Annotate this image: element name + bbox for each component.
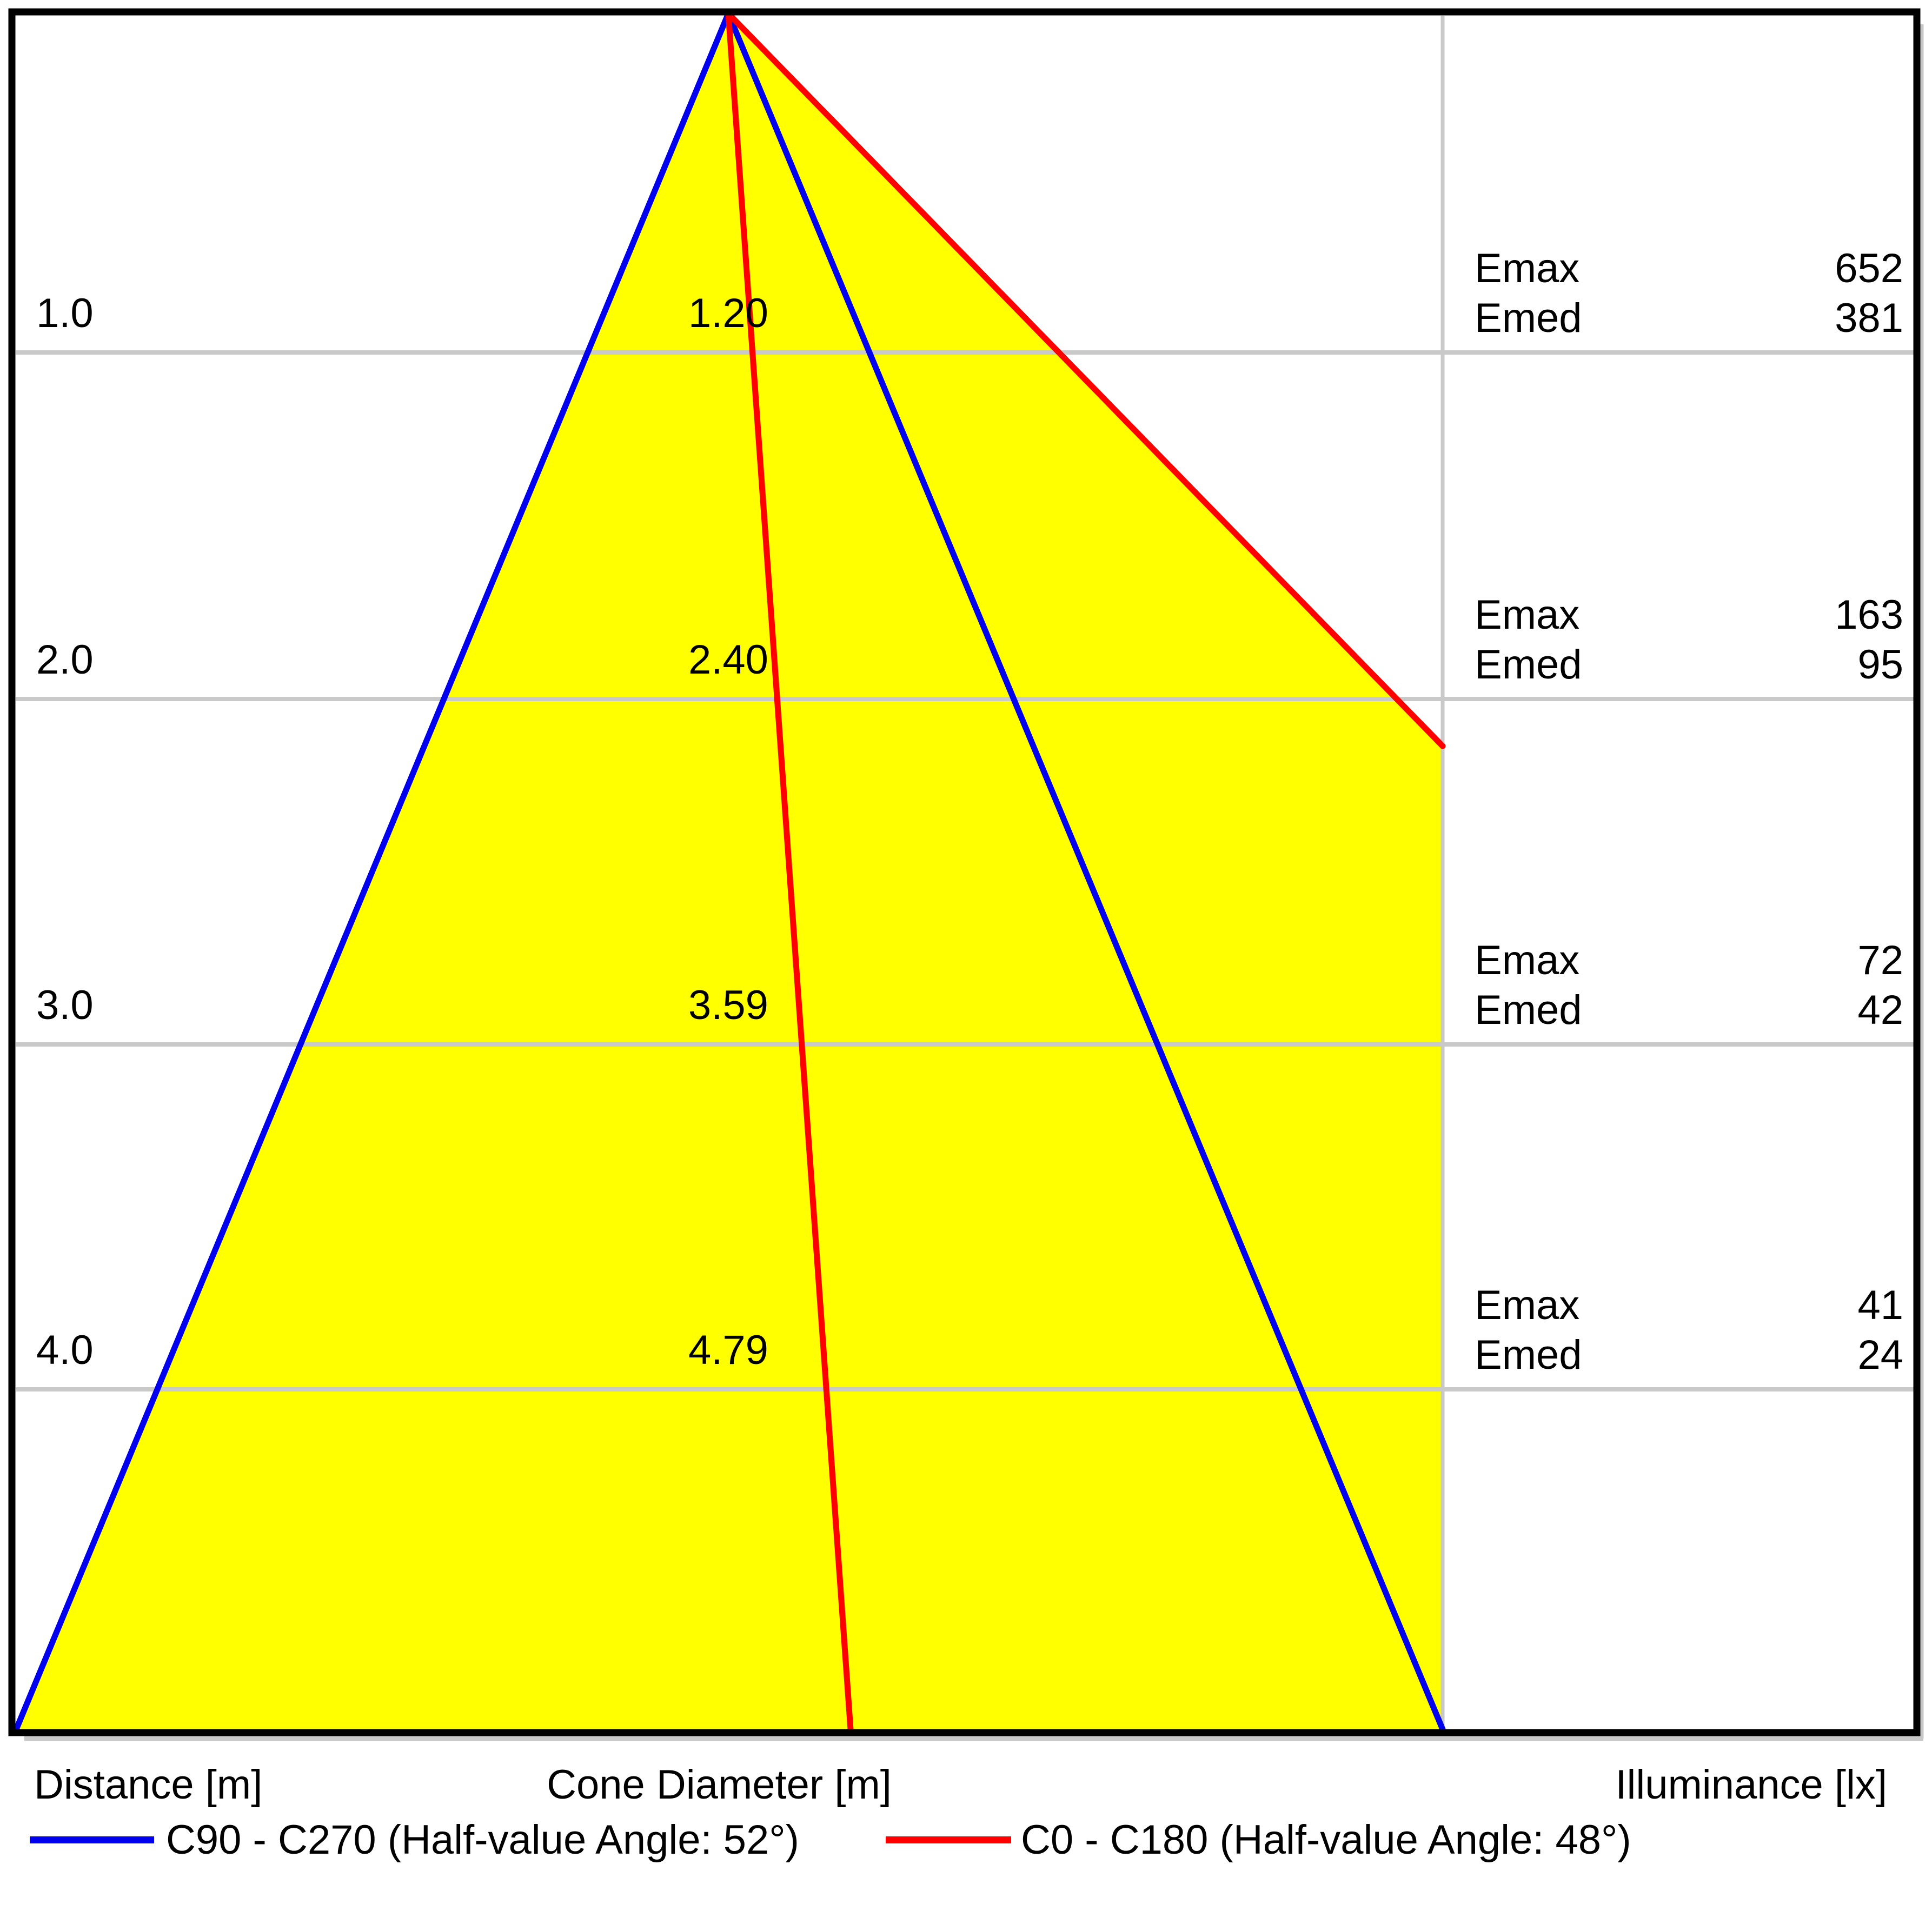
c0-c180-lines [725,10,1446,1733]
c0-line-right [725,10,1446,749]
c90-c270-legend-label: C90 - C270 (Half-value Angle: 52°) [166,1817,799,1863]
emax-label-3: Emax [1475,937,1580,983]
emed-value-2: 95 [1857,642,1903,688]
emed-value-4: 24 [1857,1332,1903,1378]
cone-diameter-label-3: 3.59 [688,982,768,1028]
cone-diameter-label-2: 2.40 [688,637,768,683]
distance-label-2: 2.0 [36,637,94,683]
distance-gridlines [16,350,1915,1391]
light-cone-fill [16,14,1443,1729]
emed-label-1: Emed [1475,295,1582,341]
c0-line-left [725,10,854,1733]
emed-label-2: Emed [1475,642,1582,688]
emed-value-3: 42 [1857,987,1903,1033]
emax-value-1: 652 [1835,245,1903,291]
emax-label-1: Emax [1475,245,1580,291]
c90-c270-lines [13,10,1446,1733]
emax-value-4: 41 [1857,1282,1903,1328]
distance-label-3: 3.0 [36,982,94,1028]
emed-value-1: 381 [1835,295,1903,341]
emed-label-4: Emed [1475,1332,1582,1378]
c0-c180-legend-swatch [886,1836,1011,1843]
c90-line-left [13,10,732,1733]
cone-diameter-label-1: 1.20 [688,290,768,336]
c90-c270-legend-swatch [30,1836,154,1843]
emax-value-2: 163 [1835,592,1903,638]
emax-label-2: Emax [1475,592,1580,638]
c0-c180-legend-label: C0 - C180 (Half-value Angle: 48°) [1021,1817,1631,1863]
c90-line-right [725,10,1446,1733]
emax-label-4: Emax [1475,1282,1580,1328]
distance-label-1: 1.0 [36,290,94,336]
distance-label-4: 4.0 [36,1327,94,1373]
cone-diameter-label-4: 4.79 [688,1327,768,1373]
emed-label-3: Emed [1475,987,1582,1033]
chart-frame [8,8,1921,1736]
emax-value-3: 72 [1857,937,1903,983]
cone-diameter-axis-caption: Cone Diameter [m] [547,1762,892,1808]
illuminance-axis-caption: Illuminance [lx] [1615,1762,1887,1808]
distance-axis-caption: Distance [m] [34,1762,263,1808]
